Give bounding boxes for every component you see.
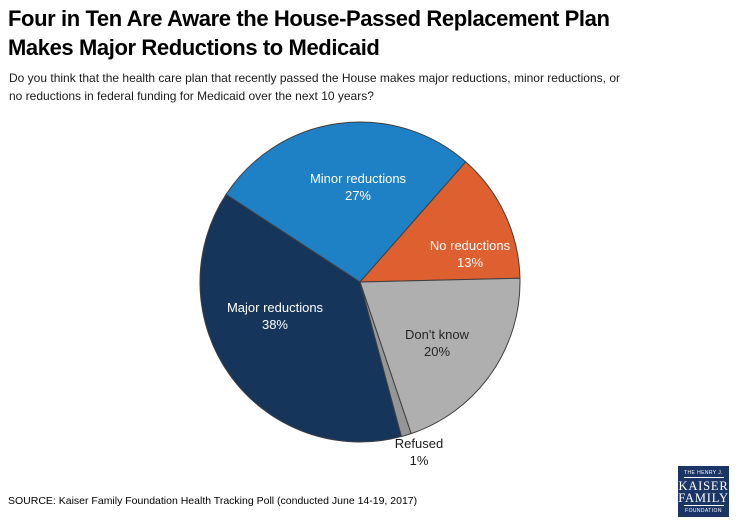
slice-value-text: 27% [344, 188, 372, 203]
slice-label-text: No reductions [429, 238, 511, 253]
slice-value-text: 1% [409, 453, 429, 468]
slice-label-no-reductions: No reductions 13% [430, 237, 510, 271]
chart-subtitle: Do you think that the health care plan t… [9, 69, 732, 105]
kff-logo-henry-j: THE HENRY J. [684, 469, 723, 476]
slice-label-text: Major reductions [226, 300, 324, 315]
kff-logo-foundation: FOUNDATION [685, 507, 722, 514]
slice-value-text: 38% [261, 317, 289, 332]
chart-title-line1: Four in Ten Are Aware the House-Passed R… [8, 6, 610, 31]
pie-slice-refused [359, 281, 412, 438]
slice-label-text: Refused [394, 436, 444, 451]
slice-label-minor-reductions: Minor reductions 27% [310, 170, 406, 204]
slice-value-text: 13% [456, 255, 484, 270]
pie-slice-major-reductions [199, 193, 402, 443]
kff-logo-rule-bottom [683, 505, 724, 506]
pie-slice-minor-reductions [225, 121, 467, 283]
slice-value-text: 20% [423, 344, 451, 359]
pie-slice-no-reductions [359, 161, 521, 283]
chart-title-line2: Makes Major Reductions to Medicaid [8, 35, 380, 60]
slice-label-major-reductions: Major reductions 38% [227, 299, 323, 333]
slice-label-refused: Refused 1% [395, 435, 443, 469]
pie-svg [199, 121, 521, 443]
kff-logo-kaiser: KAISER [678, 478, 729, 493]
chart-title: Four in Ten Are Aware the House-Passed R… [8, 4, 732, 62]
kff-logo-family: FAMILY [678, 490, 729, 505]
slice-label-dont-know: Don't know 20% [405, 326, 469, 360]
chart-subtitle-line1: Do you think that the health care plan t… [9, 71, 620, 85]
chart-subtitle-line2: no reductions in federal funding for Med… [9, 89, 374, 103]
source-note: SOURCE: Kaiser Family Foundation Health … [8, 495, 418, 507]
slice-label-text: Don't know [405, 327, 469, 342]
pie-slice-don-t-know [359, 277, 521, 435]
chart-header: Four in Ten Are Aware the House-Passed R… [8, 4, 732, 105]
kff-logo-rule-top [683, 477, 724, 478]
slice-label-text: Minor reductions [309, 171, 407, 186]
kff-logo: THE HENRY J. KAISER FAMILY FOUNDATION [678, 466, 729, 517]
